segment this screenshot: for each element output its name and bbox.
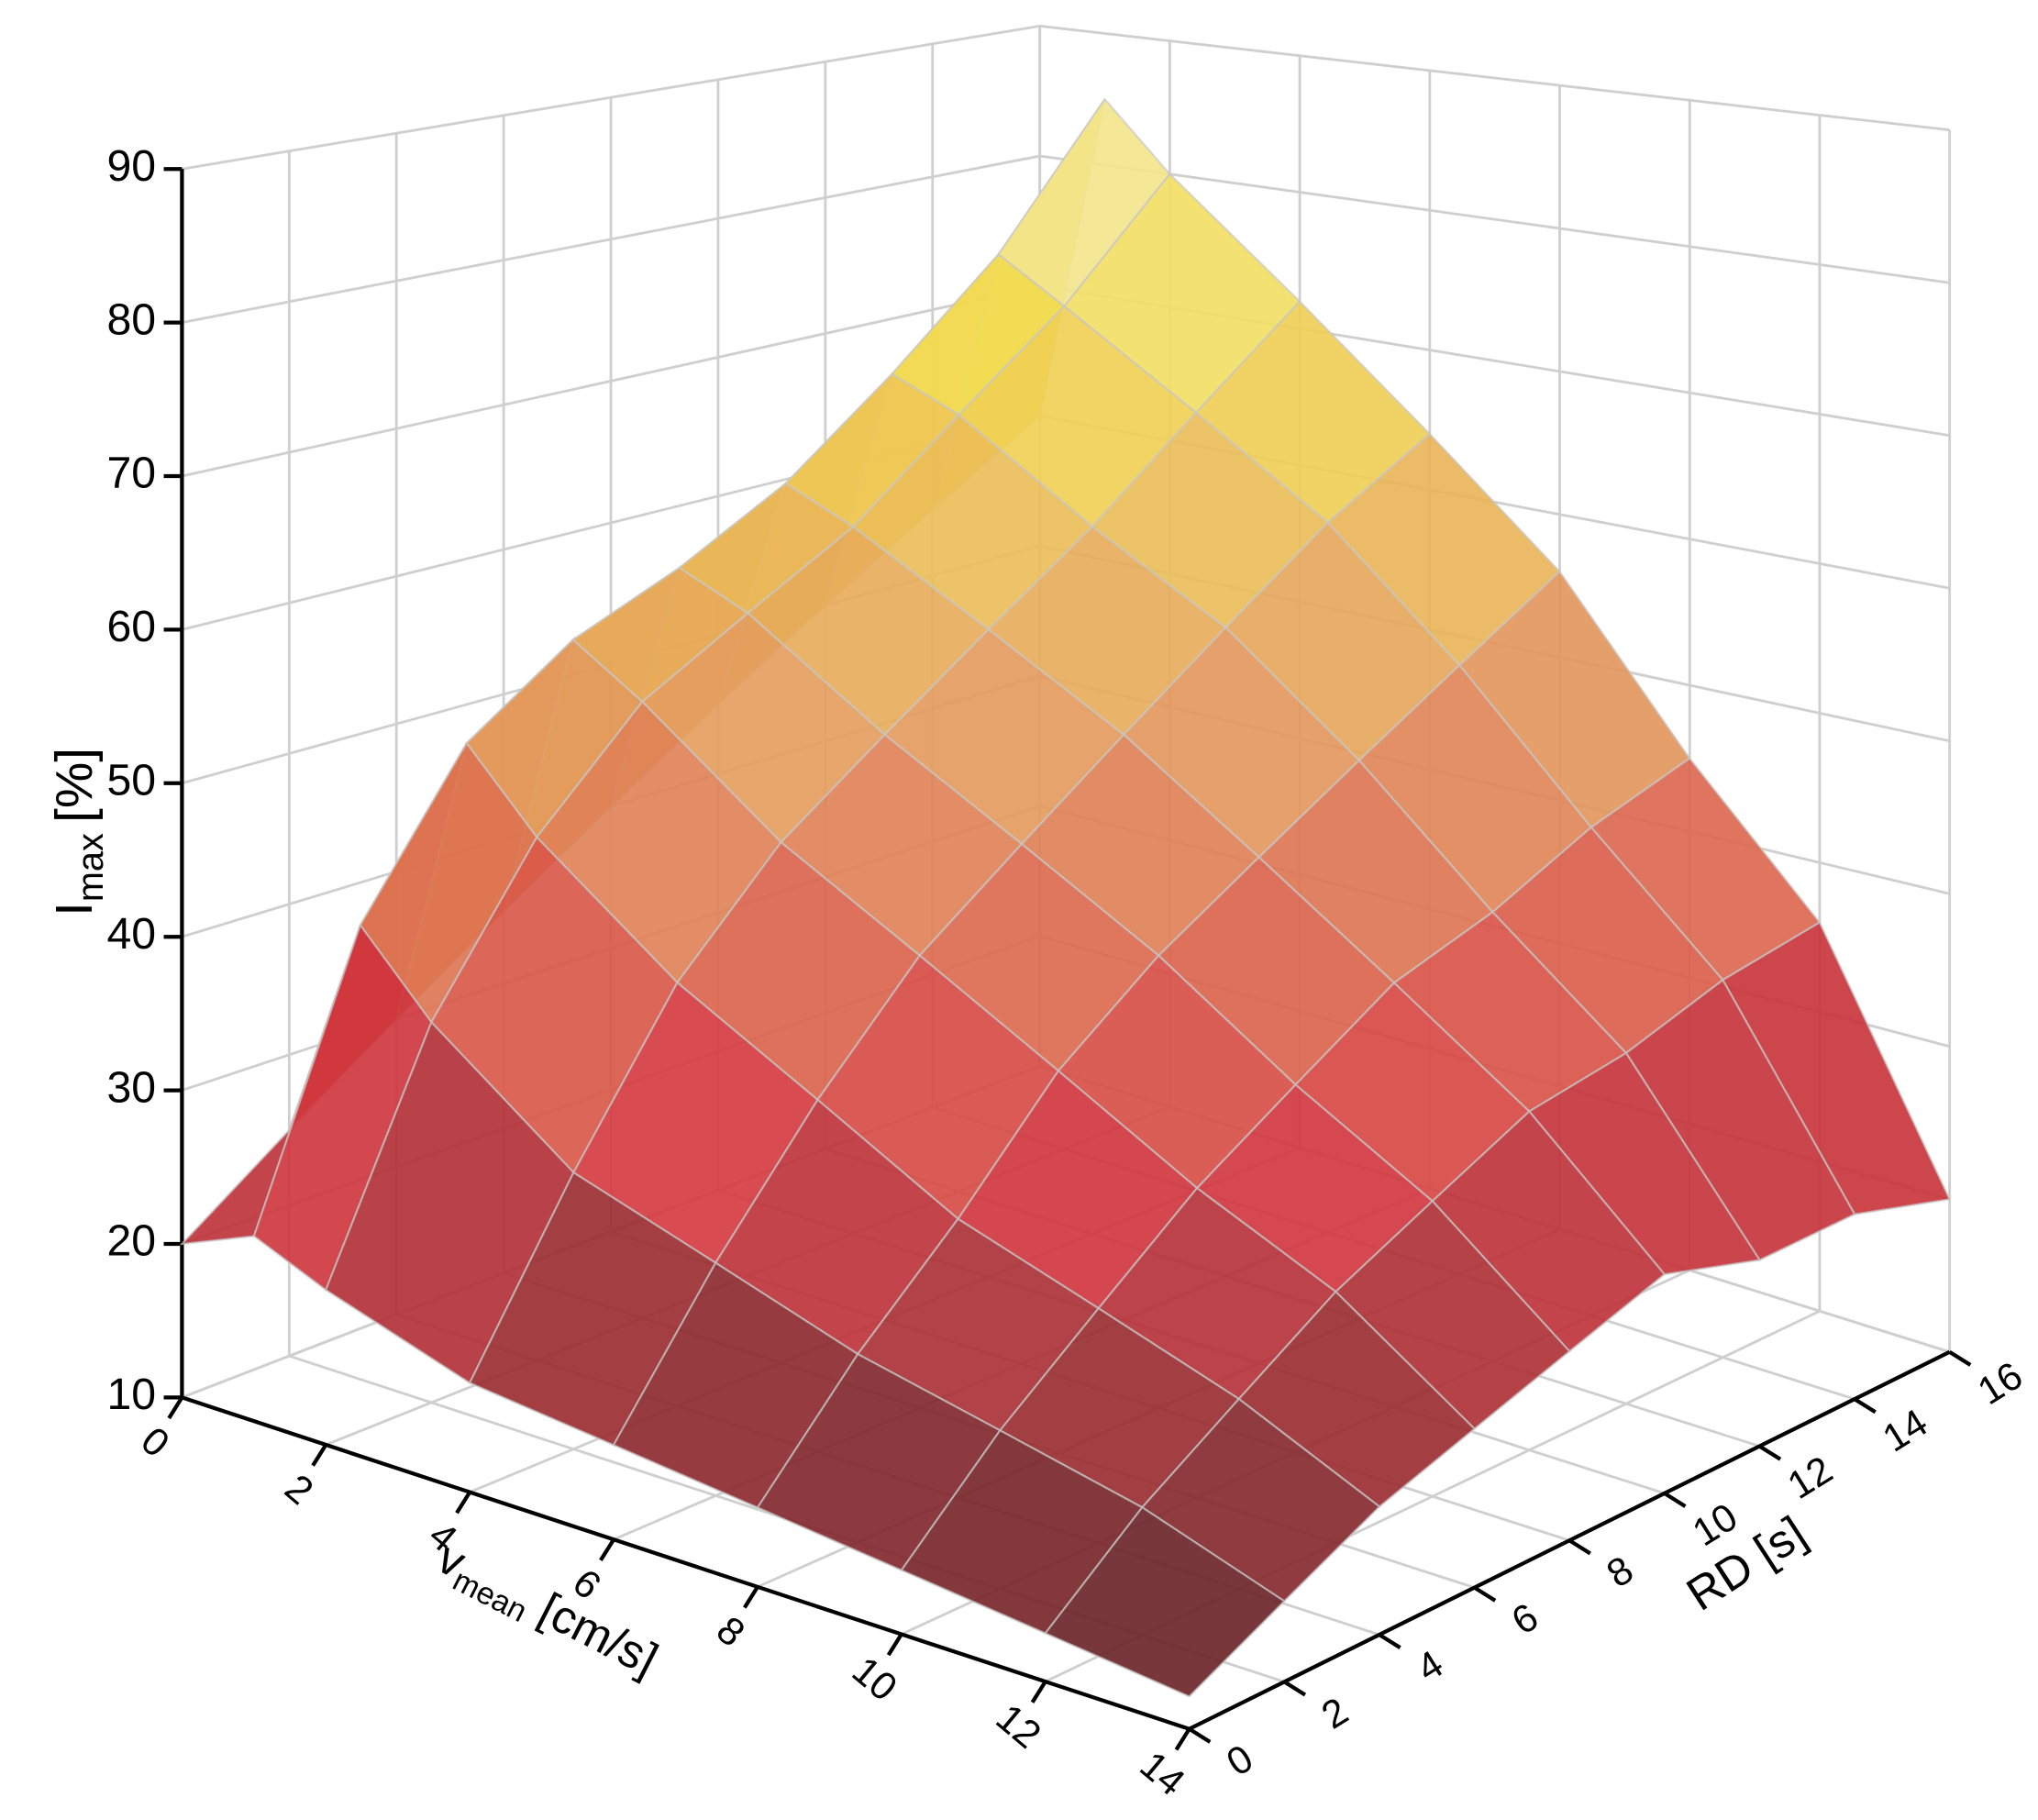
y-tick bbox=[1188, 1726, 1212, 1744]
x-tick-label: 12 bbox=[988, 1696, 1048, 1757]
x-tick bbox=[455, 1491, 471, 1515]
z-tick-label: 30 bbox=[106, 1062, 156, 1112]
y-tick-label: 6 bbox=[1505, 1595, 1546, 1643]
x-tick-label: 2 bbox=[276, 1467, 320, 1514]
surface bbox=[179, 97, 1952, 1698]
y-tick-label: 8 bbox=[1600, 1548, 1641, 1596]
y-tick bbox=[1758, 1444, 1782, 1461]
x-tick-label: 0 bbox=[133, 1419, 177, 1466]
z-label-sub: max bbox=[72, 833, 112, 902]
z-tick-label: 20 bbox=[106, 1216, 156, 1266]
z-label-main: I bbox=[46, 902, 104, 916]
x-tick bbox=[742, 1585, 759, 1609]
x-axis bbox=[181, 1395, 1191, 1731]
y-tick bbox=[1853, 1397, 1877, 1415]
grid-line bbox=[1039, 24, 1950, 132]
y-tick bbox=[1568, 1538, 1591, 1556]
y-tick bbox=[1283, 1680, 1307, 1697]
x-tick bbox=[311, 1443, 328, 1467]
x-tick bbox=[1174, 1727, 1191, 1751]
z-tick-label: 10 bbox=[106, 1370, 156, 1419]
z-tick-label: 40 bbox=[106, 909, 156, 959]
y-tick bbox=[1378, 1633, 1401, 1649]
z-tick-label: 50 bbox=[106, 756, 156, 805]
y-tick bbox=[1473, 1585, 1497, 1603]
grid-line bbox=[1039, 154, 1950, 284]
y-tick-label: 12 bbox=[1780, 1448, 1840, 1508]
x-tick bbox=[1030, 1680, 1047, 1703]
z-tick-label: 70 bbox=[106, 449, 156, 498]
y-tick-label: 2 bbox=[1314, 1690, 1356, 1737]
x-tick bbox=[886, 1633, 903, 1657]
z-axis-label: Imax [%] bbox=[46, 748, 112, 916]
x-tick-label: 8 bbox=[708, 1609, 752, 1656]
y-tick bbox=[1948, 1349, 1972, 1367]
x-label-unit: [cm/s] bbox=[531, 1583, 666, 1687]
x-tick-label: 14 bbox=[1132, 1744, 1192, 1804]
z-tick-label: 60 bbox=[106, 602, 156, 651]
y-tick-label: 0 bbox=[1220, 1737, 1261, 1784]
y-tick-label: 14 bbox=[1876, 1402, 1935, 1461]
z-tick-label: 80 bbox=[106, 294, 156, 344]
x-axis-label: vmean[cm/s] bbox=[426, 1531, 666, 1692]
surface-cell bbox=[1044, 1505, 1286, 1698]
x-tick-label: 10 bbox=[844, 1649, 904, 1710]
y-tick-label: 4 bbox=[1410, 1643, 1451, 1691]
z-tick-label: 90 bbox=[106, 141, 156, 191]
z-label-unit: [%] bbox=[46, 748, 104, 823]
y-tick-label: 16 bbox=[1971, 1354, 2031, 1414]
x-tick bbox=[599, 1538, 615, 1562]
y-tick bbox=[1663, 1492, 1687, 1508]
x-label-sub: mean bbox=[448, 1562, 533, 1628]
x-tick bbox=[167, 1396, 184, 1420]
